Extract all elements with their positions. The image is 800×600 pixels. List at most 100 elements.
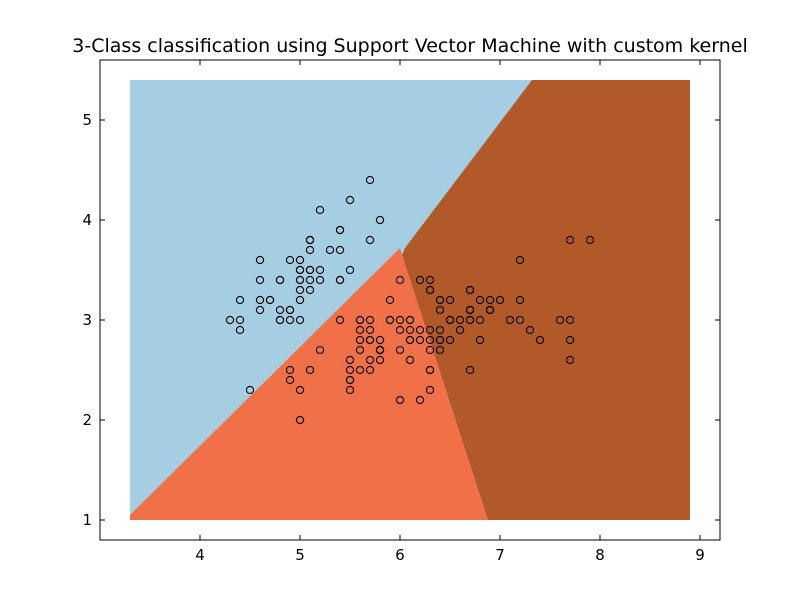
- scatter-point: [415, 325, 425, 335]
- scatter-point: [305, 235, 315, 245]
- scatter-point: [585, 235, 595, 245]
- scatter-point: [335, 315, 345, 325]
- axes-frame: [99, 59, 721, 541]
- x-tick-label: 8: [595, 546, 605, 564]
- scatter-point: [365, 175, 375, 185]
- scatter-point: [405, 355, 415, 365]
- scatter-point: [305, 275, 315, 285]
- scatter-point: [275, 275, 285, 285]
- region-class-2: [402, 80, 690, 520]
- scatter-point: [265, 295, 275, 305]
- scatter-point: [445, 295, 455, 305]
- scatter-point: [465, 365, 475, 375]
- scatter-point: [305, 265, 315, 275]
- scatter-point: [405, 325, 415, 335]
- scatter-point: [235, 315, 245, 325]
- chart-title: 3-Class classification using Support Vec…: [72, 35, 747, 57]
- scatter-point: [415, 335, 425, 345]
- plot-area: 4 5 6 7 8 9 1 2 3 4 5: [82, 59, 721, 564]
- x-tick-label: 4: [195, 546, 205, 564]
- scatter-point: [255, 305, 265, 315]
- scatter-point: [295, 275, 305, 285]
- scatter-point: [295, 415, 305, 425]
- scatter-point: [425, 345, 435, 355]
- scatter-point: [375, 215, 385, 225]
- scatter-point: [365, 325, 375, 335]
- scatter-point: [335, 225, 345, 235]
- scatter-point: [475, 315, 485, 325]
- scatter-point: [435, 335, 445, 345]
- scatter-point: [355, 315, 365, 325]
- scatter-point: [355, 365, 365, 375]
- scatter-point: [285, 375, 295, 385]
- scatter-point: [485, 295, 495, 305]
- scatter-point: [375, 355, 385, 365]
- scatter-point: [415, 395, 425, 405]
- scatter-point: [425, 285, 435, 295]
- scatter-point: [245, 385, 255, 395]
- scatter-point: [315, 265, 325, 275]
- scatter-point: [255, 255, 265, 265]
- scatter-point: [285, 315, 295, 325]
- scatter-point: [395, 345, 405, 355]
- scatter-point: [405, 315, 415, 325]
- scatter-point: [305, 365, 315, 375]
- scatter-point: [285, 305, 295, 315]
- scatter-point: [475, 295, 485, 305]
- scatter-point: [395, 325, 405, 335]
- scatter-point: [355, 345, 365, 355]
- scatter-point: [435, 295, 445, 305]
- scatter-point: [555, 315, 565, 325]
- scatter-point: [345, 355, 355, 365]
- scatter-point: [225, 315, 235, 325]
- scatter-point: [565, 235, 575, 245]
- scatter-point: [295, 295, 305, 305]
- scatter-point: [525, 325, 535, 335]
- scatter-point: [325, 245, 335, 255]
- scatter-point: [315, 345, 325, 355]
- x-tick-label: 5: [295, 546, 305, 564]
- scatter-point: [355, 325, 365, 335]
- scatter-point: [425, 385, 435, 395]
- scatter-point: [475, 335, 485, 345]
- scatter-point: [455, 315, 465, 325]
- scatter-point: [465, 315, 475, 325]
- scatter-point: [425, 365, 435, 375]
- scatter-point: [275, 305, 285, 315]
- scatter-point: [315, 275, 325, 285]
- scatter-point: [345, 365, 355, 375]
- scatter-point: [375, 345, 385, 355]
- scatter-point: [535, 335, 545, 345]
- scatter-point: [445, 315, 455, 325]
- scatter-point: [435, 345, 445, 355]
- scatter-point: [295, 315, 305, 325]
- scatter-point: [355, 335, 365, 345]
- scatter-point: [405, 335, 415, 345]
- region-class-1: [130, 248, 488, 520]
- scatter-point: [395, 315, 405, 325]
- scatter-point: [255, 295, 265, 305]
- scatter-point: [375, 335, 385, 345]
- scatter-point: [365, 235, 375, 245]
- scatter-point: [295, 265, 305, 275]
- scatter-point: [275, 315, 285, 325]
- scatter-points: [225, 175, 595, 425]
- scatter-point: [345, 375, 355, 385]
- scatter-point: [395, 395, 405, 405]
- scatter-point: [565, 335, 575, 345]
- scatter-point: [385, 315, 395, 325]
- scatter-point: [565, 355, 575, 365]
- y-tick-label: 4: [82, 211, 92, 229]
- y-tick-label: 3: [82, 311, 92, 329]
- scatter-point: [365, 365, 375, 375]
- scatter-point: [465, 285, 475, 295]
- scatter-point: [295, 255, 305, 265]
- scatter-point: [305, 245, 315, 255]
- scatter-point: [315, 205, 325, 215]
- scatter-point: [565, 315, 575, 325]
- scatter-point: [345, 195, 355, 205]
- scatter-point: [255, 275, 265, 285]
- scatter-point: [425, 335, 435, 345]
- scatter-point: [285, 255, 295, 265]
